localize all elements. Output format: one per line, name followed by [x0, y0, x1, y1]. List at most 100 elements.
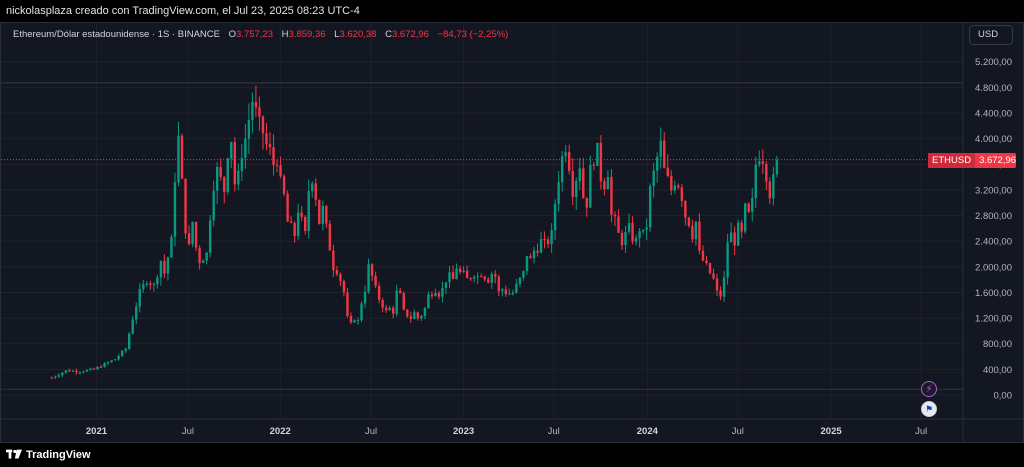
candle-up [722, 277, 726, 297]
candle-down [342, 280, 346, 293]
candle-up [120, 350, 124, 356]
candle-down [437, 292, 441, 297]
candle-down [494, 273, 497, 277]
candle-up [455, 268, 458, 280]
candle-up [578, 168, 581, 181]
candle-down [568, 152, 571, 171]
close-label: C [385, 29, 392, 40]
us-flag-icon[interactable]: ⚑ [921, 401, 937, 417]
low-label: L [334, 29, 340, 40]
candle-down [258, 107, 261, 117]
candle-down [613, 214, 617, 217]
candle-down [339, 274, 342, 281]
candle-down [163, 260, 166, 274]
candle-up [754, 164, 757, 199]
candle-up [634, 237, 638, 242]
candle-up [156, 277, 159, 285]
candle-down [289, 221, 293, 223]
candle-down [430, 294, 434, 297]
x-tick-label: Jul [915, 426, 927, 437]
candle-down [733, 232, 736, 246]
candle-down [701, 250, 705, 261]
candle-up [216, 166, 219, 191]
candle-down [409, 316, 412, 319]
candle-up [758, 161, 761, 165]
candle-up [356, 320, 360, 322]
y-tick-label: 4.800,00 [975, 83, 1012, 94]
candle-up [135, 306, 138, 320]
x-tick-label: 2021 [86, 426, 108, 437]
candle-down [761, 161, 764, 164]
candle-down [194, 222, 198, 248]
candle-up [515, 283, 518, 293]
candle-up [128, 333, 131, 349]
ohlc-legend: Ethereum/Dólar estadounidense · 1S · BIN… [13, 29, 508, 40]
candle-up [212, 190, 215, 221]
y-tick-label: 1.600,00 [975, 288, 1012, 299]
candle-down [670, 175, 673, 191]
candle-down [585, 197, 588, 208]
candle-up [360, 303, 363, 321]
candle-up [113, 359, 117, 361]
candle-up [560, 156, 564, 183]
candle-down [416, 312, 420, 319]
x-tick-label: Jul [182, 426, 194, 437]
candle-up [71, 370, 75, 372]
candle-up [744, 203, 747, 232]
candle-down [349, 315, 353, 323]
candle-up [423, 308, 427, 316]
candle-down [465, 270, 469, 279]
price-chart[interactable]: 0,00 400,00 800,00 1.200,00 1.600,00 2.000,00… [1, 23, 1023, 442]
candle-down [92, 368, 96, 370]
candle-up [367, 264, 370, 292]
symbol-title[interactable]: Ethereum/Dólar estadounidense · 1S · BIN… [13, 29, 220, 40]
candle-down [504, 289, 508, 295]
price-tag-value: 3.672,96 [979, 155, 1017, 166]
candle-up [557, 182, 560, 204]
candle-up [550, 230, 553, 245]
candle-up [518, 277, 522, 284]
low-value: 3.620,38 [339, 29, 377, 40]
currency-button[interactable]: USD [969, 25, 1013, 45]
candle-up [230, 142, 233, 159]
x-tick-label: 2025 [821, 426, 843, 437]
candle-up [641, 229, 645, 232]
candle-down [719, 290, 722, 297]
candle-down [402, 293, 405, 310]
brand-name: TradingView [26, 449, 91, 461]
candle-down [261, 116, 265, 134]
candle-up [78, 372, 82, 374]
candle-up [353, 320, 356, 323]
candle-up [448, 272, 451, 283]
candle-up [638, 231, 641, 238]
candle-down [715, 278, 719, 291]
candle-up [673, 185, 676, 191]
candle-up [596, 142, 599, 166]
candle-down [50, 377, 53, 379]
candle-up [575, 180, 578, 198]
candle-up [138, 289, 141, 307]
candle-down [374, 275, 377, 286]
candle-down [223, 177, 226, 192]
tradingview-logo[interactable]: TradingView [6, 449, 91, 461]
change-value: −84,73 (−2,25%) [437, 29, 509, 40]
candle-down [75, 370, 78, 373]
candle-down [677, 185, 680, 188]
candle-up [85, 369, 89, 372]
candle-up [117, 355, 120, 360]
candle-up [532, 250, 536, 259]
candle-down [705, 260, 708, 264]
x-tick-label: 2022 [270, 426, 291, 437]
candle-down [325, 205, 328, 224]
candle-down [740, 222, 743, 232]
y-tick-label: 4.000,00 [975, 134, 1012, 145]
candle-down [546, 239, 550, 245]
candle-up [57, 375, 60, 377]
candle-up [462, 270, 465, 273]
candle-up [170, 236, 173, 258]
candle-down [663, 140, 666, 168]
candle-down [487, 279, 490, 283]
candle-down [768, 181, 772, 199]
chart-panel[interactable]: 0,00 400,00 800,00 1.200,00 1.600,00 2.000,00… [0, 22, 1024, 443]
lightning-icon[interactable]: ⚡ [921, 381, 937, 397]
